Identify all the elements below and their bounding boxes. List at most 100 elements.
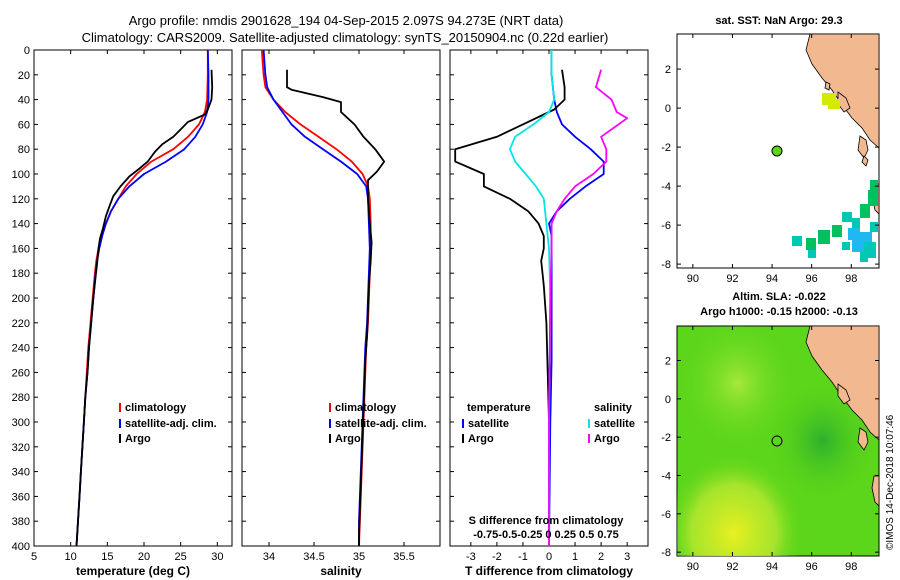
legend-s-satellite: satellite (594, 418, 635, 430)
x-tick-label: -1 (518, 551, 528, 563)
x-tick-label: -3 (466, 551, 476, 563)
y-tick-label: 80 (18, 144, 30, 156)
legend-salinity-heading: salinity (594, 402, 633, 414)
map-y-tick-label: -6 (661, 220, 671, 232)
map-y-tick-label: -6 (661, 509, 671, 521)
x-axis-label: salinity (320, 564, 362, 578)
x-axis-label: T difference from climatology (465, 564, 633, 578)
title-line-2: Climatology: CARS2009. Satellite-adjuste… (82, 30, 609, 45)
map-y-tick-label: -2 (661, 142, 671, 154)
sst-pixels (792, 93, 878, 262)
x-tick-label: 35 (353, 551, 365, 563)
y-tick-label: 220 (12, 318, 30, 330)
x-tick-label: 30 (211, 551, 223, 563)
map-x-tick-label: 96 (806, 273, 818, 285)
y-tick-label: 240 (12, 343, 30, 355)
y-tick-label: 200 (12, 293, 30, 305)
x-tick-label: 0 (546, 551, 552, 563)
s-difference-ticks: -0.75-0.5-0.25 0 0.25 0.5 0.75 (473, 529, 619, 541)
map-y-tick-label: 0 (665, 103, 671, 115)
y-tick-label: 320 (12, 442, 30, 454)
y-tick-label: 400 (12, 541, 30, 553)
sst-map: sat. SST: NaN Argo: 29.3 (661, 15, 880, 285)
legend-argo: Argo (125, 433, 151, 445)
s-difference-label: S difference from climatology (469, 515, 625, 527)
sla-map-title: Altim. SLA: -0.022 (732, 291, 826, 303)
map-x-tick-label: 92 (726, 273, 738, 285)
x-tick-label: 2 (598, 551, 604, 563)
map-x-tick-label: 98 (845, 561, 857, 573)
y-tick-label: 300 (12, 417, 30, 429)
x-tick-label: 34 (263, 551, 275, 563)
x-axis-label: temperature (deg C) (76, 564, 190, 578)
y-tick-label: 60 (18, 119, 30, 131)
difference-legend: temperature satellite Argo salinity sate… (462, 402, 635, 541)
y-tick-label: 160 (12, 243, 30, 255)
y-tick-label: 340 (12, 467, 30, 479)
sla-map: Altim. SLA: -0.022 Argo h1000: -0.15 h20… (661, 291, 880, 573)
x-tick-label: -2 (492, 551, 502, 563)
legend-argo: Argo (335, 433, 361, 445)
difference-panel: -3 -2 -1 0 1 2 3T difference from climatology (449, 49, 649, 578)
x-tick-label: 10 (65, 551, 77, 563)
sla-map-subtitle: Argo h1000: -0.15 h2000: -0.13 (700, 306, 858, 318)
salinity-panel: 34 34.5 35 35.5 salinity (241, 49, 441, 578)
y-tick-label: 120 (12, 194, 30, 206)
x-tick-label: 1 (572, 551, 578, 563)
y-tick-label: 100 (12, 169, 30, 181)
y-tick-label: 180 (12, 268, 30, 280)
legend-climatology: climatology (125, 402, 187, 414)
sst-axes: 90 92 94 96 98 2 0 -2 -4 -6 -8 (661, 34, 879, 285)
legend-t-satellite: satellite (468, 418, 509, 430)
map-x-tick-label: 94 (766, 273, 778, 285)
map-y-tick-label: 0 (665, 394, 671, 406)
y-tick-label: 360 (12, 491, 30, 503)
sla-axes: 90 92 94 96 98 2 0 -2 -4 -6 -8 (661, 326, 879, 573)
y-tick-label: 380 (12, 516, 30, 528)
legend-climatology: climatology (335, 402, 397, 414)
map-x-tick-label: 98 (845, 273, 857, 285)
legend-temperature-heading: temperature (467, 402, 531, 414)
legend-satellite-adj: satellite-adj. clim. (125, 418, 217, 430)
map-x-tick-label: 92 (726, 561, 738, 573)
y-tick-label: 0 (24, 45, 30, 57)
temperature-panel: 0 20 40 60 80 100 120 140 160 180 200 220 240 260 280 3… (12, 45, 233, 578)
map-x-tick-label: 90 (687, 561, 699, 573)
map-y-tick-label: -8 (661, 259, 671, 271)
x-tick-label: 20 (138, 551, 150, 563)
title-line-1: Argo profile: nmdis 2901628_194 04-Sep-2… (129, 13, 564, 28)
map-y-tick-label: 2 (665, 356, 671, 368)
series-argo (286, 69, 386, 546)
sst-map-title: sat. SST: NaN Argo: 29.3 (715, 15, 842, 27)
series-argo (75, 69, 214, 547)
x-tick-label: 34.5 (303, 551, 324, 563)
legend-s-argo: Argo (594, 433, 620, 445)
y-tick-label: 280 (12, 392, 30, 404)
x-tick-label: 35.5 (393, 551, 414, 563)
y-tick-label: 40 (18, 95, 30, 107)
legend-t-argo: Argo (468, 433, 494, 445)
x-tick-label: 15 (101, 551, 113, 563)
salinity-legend: climatology satellite-adj. clim. Argo (329, 402, 427, 445)
legend-satellite-adj: satellite-adj. clim. (335, 418, 427, 430)
plot-frame (241, 49, 441, 547)
x-tick-label: 5 (31, 551, 37, 563)
map-y-tick-label: -4 (661, 471, 671, 483)
sla-argo-marker (771, 435, 783, 447)
imos-watermark: ©IMOS 14-Dec-2018 10:07:46 (885, 414, 896, 550)
series-temperature-satellite (548, 50, 605, 547)
map-x-tick-label: 90 (687, 273, 699, 285)
map-y-tick-label: 2 (665, 64, 671, 76)
y-tick-label: 260 (12, 367, 30, 379)
x-tick-label: 25 (175, 551, 187, 563)
map-y-tick-label: -2 (661, 432, 671, 444)
map-y-tick-label: -8 (661, 547, 671, 559)
plot-frame (33, 49, 233, 547)
y-tick-label: 20 (18, 70, 30, 82)
y-tick-label: 140 (12, 219, 30, 231)
x-tick-label: 3 (624, 551, 630, 563)
temperature-legend: climatology satellite-adj. clim. Argo (119, 402, 217, 445)
map-x-tick-label: 96 (806, 561, 818, 573)
map-y-tick-label: -4 (661, 181, 671, 193)
